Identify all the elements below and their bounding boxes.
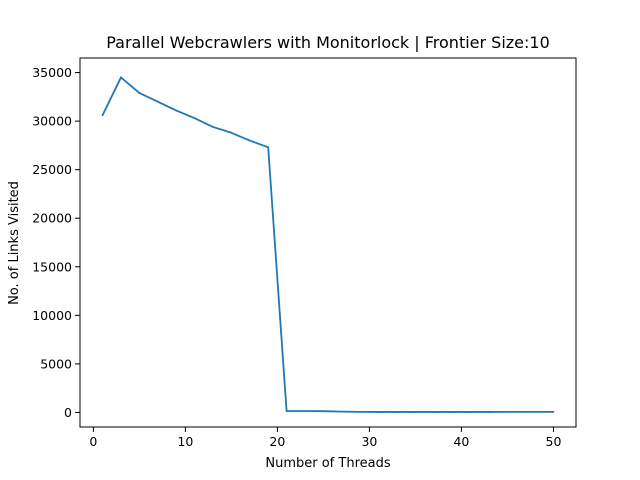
data-point	[156, 100, 159, 103]
y-tick-label: 30000	[32, 114, 72, 129]
x-tick-label: 10	[177, 434, 193, 449]
data-point	[469, 411, 472, 413]
data-point	[120, 76, 122, 79]
x-axis-label: Number of Threads	[265, 456, 390, 471]
y-tick-label: 25000	[32, 162, 72, 177]
y-axis-label: No. of Links Visited	[7, 181, 22, 305]
data-point	[304, 410, 306, 412]
x-tick-label: 20	[269, 434, 285, 449]
y-tick-label: 35000	[32, 65, 72, 80]
y-tick-label: 0	[64, 405, 72, 420]
data-point	[396, 411, 398, 413]
y-tick-label: 20000	[32, 211, 72, 226]
x-tick-label: 50	[546, 434, 562, 449]
data-point	[543, 410, 546, 413]
data-point	[377, 411, 380, 413]
x-tick-label: 40	[453, 434, 469, 449]
data-point	[340, 410, 343, 413]
data-point	[432, 411, 435, 413]
data-point	[175, 109, 178, 112]
plot-frame	[79, 57, 577, 428]
data-point	[414, 411, 417, 413]
data-point	[193, 117, 196, 120]
data-point	[322, 410, 325, 413]
data-point	[138, 92, 141, 94]
data-point	[359, 410, 362, 413]
data-point	[230, 131, 233, 134]
data-point	[285, 410, 288, 412]
y-tick-label: 5000	[40, 356, 72, 371]
data-point	[506, 410, 509, 413]
x-tick-label: 30	[361, 434, 377, 449]
data-point	[248, 139, 251, 142]
data-point	[451, 411, 454, 413]
x-tick-label: 0	[89, 434, 97, 449]
data-point	[488, 411, 490, 413]
series-line	[101, 76, 554, 413]
data-point	[552, 410, 555, 413]
y-tick-label: 15000	[32, 259, 72, 274]
data-point	[524, 410, 527, 413]
data-point	[101, 114, 104, 117]
data-series	[101, 76, 555, 413]
data-point	[212, 126, 214, 128]
data-point	[267, 146, 270, 149]
axis-ticks: 0 10 20 30 40 50 0 5000 10000 15000 20000 25000 3000…	[32, 65, 561, 449]
y-tick-label: 10000	[32, 308, 72, 323]
chart-title: Parallel Webcrawlers with Monitorlock | …	[106, 33, 550, 52]
